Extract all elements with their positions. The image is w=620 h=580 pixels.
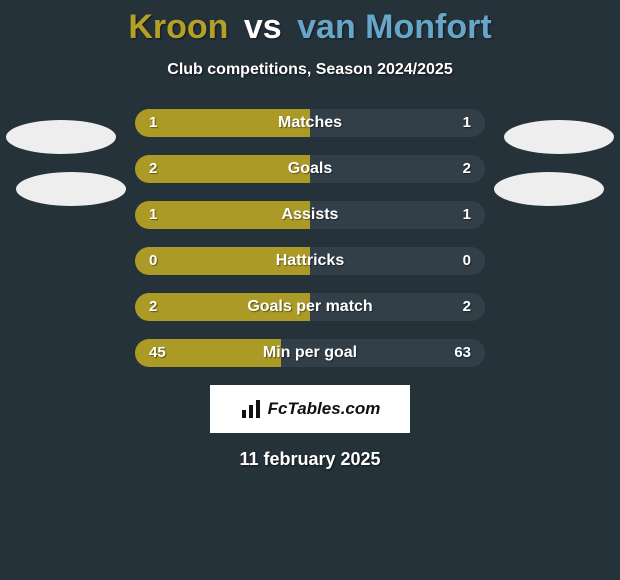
stat-value-right: 1	[463, 109, 471, 137]
stat-value-left: 2	[149, 293, 157, 321]
stat-value-left: 2	[149, 155, 157, 183]
stat-value-left: 45	[149, 339, 166, 367]
date-text: 11 february 2025	[0, 449, 620, 470]
player2-avatar-placeholder-top	[504, 120, 614, 154]
stat-value-right: 0	[463, 247, 471, 275]
stat-fill-left	[135, 155, 310, 183]
stat-label: Hattricks	[276, 247, 344, 275]
brand-chart-icon	[240, 398, 262, 420]
stat-row: 1 1 Matches	[135, 109, 485, 137]
stat-row: 1 1 Assists	[135, 201, 485, 229]
stat-value-left: 1	[149, 201, 157, 229]
stat-value-right: 2	[463, 293, 471, 321]
stat-label: Assists	[282, 201, 339, 229]
stat-label: Min per goal	[263, 339, 357, 367]
stat-value-right: 2	[463, 155, 471, 183]
stat-value-right: 63	[454, 339, 471, 367]
stat-row: 2 2 Goals per match	[135, 293, 485, 321]
stat-label: Goals	[288, 155, 332, 183]
stat-row: 0 0 Hattricks	[135, 247, 485, 275]
stat-fill-right	[310, 155, 485, 183]
title-player1: Kroon	[128, 8, 228, 46]
subtitle: Club competitions, Season 2024/2025	[0, 61, 620, 79]
stat-label: Matches	[278, 109, 342, 137]
stat-value-right: 1	[463, 201, 471, 229]
comparison-bars: 1 1 Matches 2 2 Goals 1 1 Assists 0 0 Hattricks 2 2 Go…	[135, 109, 485, 367]
stat-value-left: 0	[149, 247, 157, 275]
stat-row: 2 2 Goals	[135, 155, 485, 183]
brand-box: FcTables.com	[210, 385, 410, 433]
player1-avatar-placeholder-bot	[16, 172, 126, 206]
page-title: Kroon vs van Monfort	[0, 0, 620, 47]
stat-value-left: 1	[149, 109, 157, 137]
title-vs: vs	[244, 8, 282, 46]
title-player2: van Monfort	[297, 8, 492, 46]
stat-label: Goals per match	[247, 293, 372, 321]
stat-row: 45 63 Min per goal	[135, 339, 485, 367]
player2-avatar-placeholder-bot	[494, 172, 604, 206]
player1-avatar-placeholder-top	[6, 120, 116, 154]
brand-text: FcTables.com	[268, 399, 381, 419]
